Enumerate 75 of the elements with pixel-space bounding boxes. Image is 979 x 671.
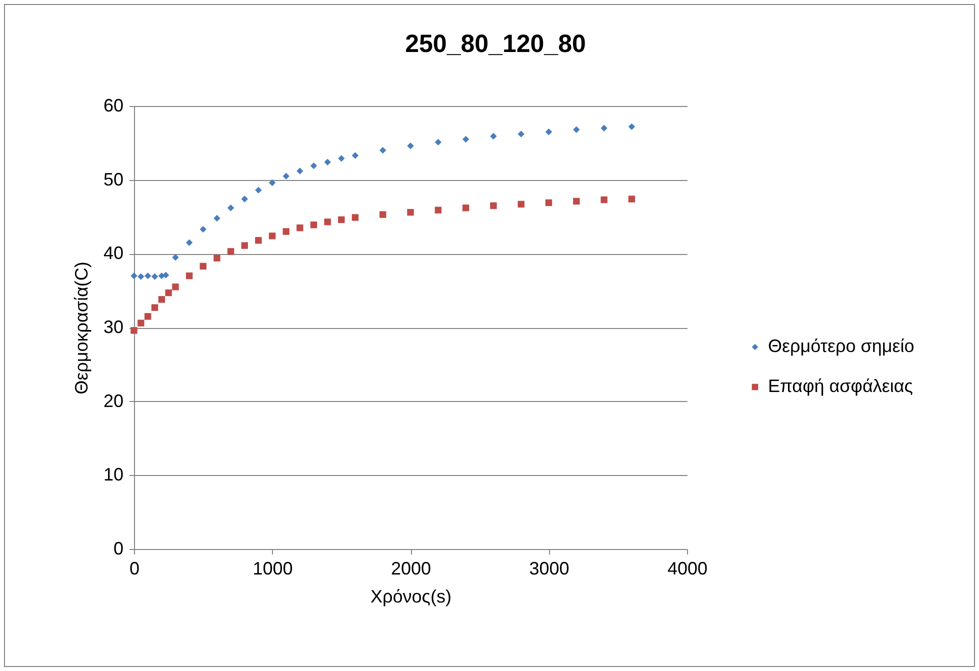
point (186, 239, 193, 246)
point (165, 289, 172, 296)
point (379, 146, 386, 154)
x-tick-label: 4000 (667, 558, 708, 578)
point (158, 296, 166, 303)
point (518, 130, 524, 138)
point (214, 254, 220, 262)
point (241, 196, 248, 202)
y-axis-title: Θερμοκρασία(C) (71, 262, 92, 394)
point (130, 272, 138, 280)
y-tick-label: 60 (103, 96, 124, 116)
point (241, 242, 248, 249)
point (214, 214, 220, 222)
point (407, 208, 414, 216)
point (600, 196, 608, 204)
point (255, 186, 262, 194)
point (338, 155, 345, 162)
y-tick-label: 20 (103, 390, 124, 411)
point (172, 284, 179, 290)
y-tick-label: 30 (103, 317, 124, 337)
point (172, 254, 179, 261)
point (407, 142, 414, 150)
point (268, 232, 276, 240)
y-tick-label: 0 (113, 538, 124, 558)
point (282, 228, 290, 235)
point (324, 218, 331, 226)
point (462, 204, 470, 212)
point (518, 200, 524, 208)
point (200, 262, 206, 270)
point (268, 179, 276, 186)
point (162, 272, 170, 278)
x-tick-label: 1000 (252, 558, 293, 578)
point (490, 202, 497, 210)
point (434, 138, 442, 146)
point (138, 320, 144, 326)
y-tick-label: 50 (103, 169, 124, 190)
point (255, 237, 262, 244)
point (227, 204, 234, 212)
point (186, 272, 193, 280)
point (200, 226, 206, 233)
point (282, 172, 290, 180)
chart-title: 250_80_120_80 (405, 30, 586, 58)
point (296, 224, 304, 232)
point (573, 198, 580, 205)
point (144, 313, 152, 320)
point (310, 162, 318, 170)
point (352, 152, 359, 159)
point (296, 168, 304, 174)
point (352, 214, 359, 221)
point (379, 211, 386, 218)
point (434, 206, 442, 214)
point (462, 136, 470, 143)
point (490, 132, 497, 140)
y-tick-label: 40 (103, 243, 124, 264)
point (310, 222, 318, 228)
point (144, 272, 152, 280)
point (545, 128, 552, 136)
point (628, 123, 636, 130)
point (324, 158, 331, 166)
x-tick-label: 3000 (529, 558, 570, 578)
point (151, 273, 158, 280)
legend-label: Επαφή ασφάλειας (768, 376, 914, 396)
point (545, 199, 552, 206)
point (628, 196, 636, 202)
point (600, 124, 608, 132)
point (338, 216, 345, 224)
point (573, 126, 580, 133)
point (138, 273, 144, 280)
x-tick-label: 2000 (390, 558, 432, 578)
point (151, 304, 158, 311)
x-tick-label: 0 (129, 558, 140, 578)
legend-label: Θερμότερο σημείο (768, 336, 914, 356)
y-tick-label: 10 (103, 464, 124, 485)
point (227, 248, 234, 255)
x-axis-title: Χρόνος(s) (370, 586, 452, 606)
